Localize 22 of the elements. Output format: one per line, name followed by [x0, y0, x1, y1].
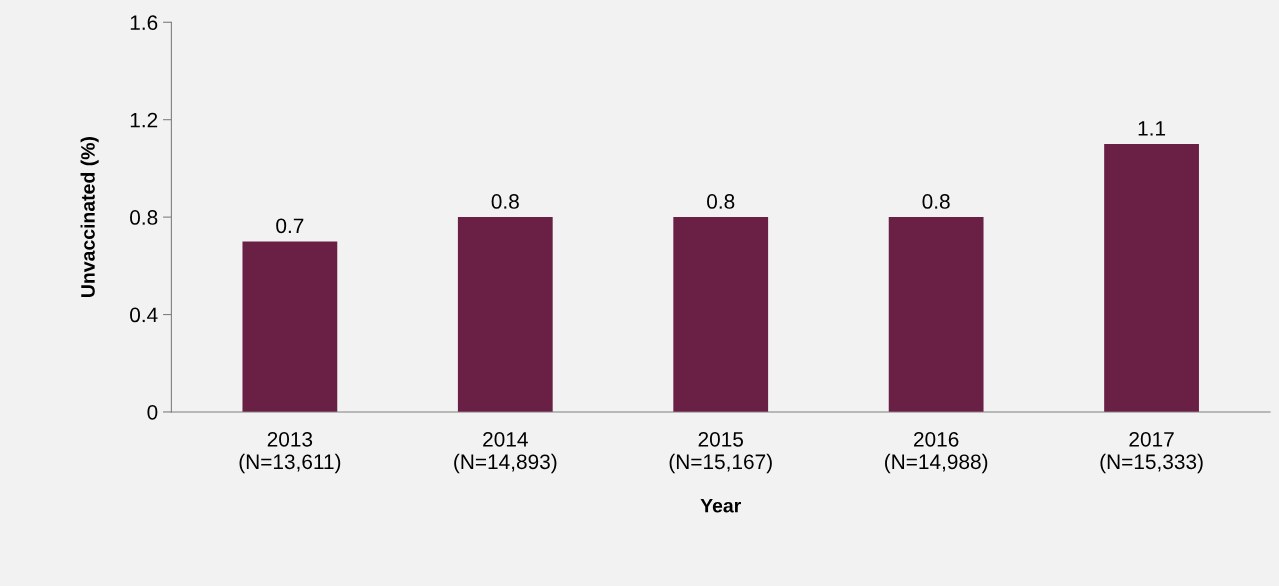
- x-axis-title: Year: [700, 498, 741, 513]
- x-tick-label: 2017 (N=15,333): [1100, 431, 1203, 474]
- x-tick-label: 2014 (N=14,893): [454, 431, 557, 474]
- x-tick-label: 2016 (N=14,988): [885, 431, 988, 474]
- y-axis-title: Unvaccinated (%): [80, 137, 99, 297]
- y-tick-label: 1.6: [130, 15, 158, 31]
- y-tick-label: 0.4: [130, 307, 158, 323]
- x-tick-label: 2013 (N=13,611): [239, 431, 341, 474]
- bar: [888, 217, 984, 412]
- y-tick-label: 0: [147, 404, 158, 420]
- data-label: 0.7: [276, 218, 304, 234]
- bar: [673, 217, 769, 412]
- data-label: 1.1: [1138, 121, 1166, 136]
- data-label: 0.8: [491, 194, 519, 209]
- y-tick-label: 1.2: [130, 112, 158, 128]
- data-label: 0.8: [707, 194, 735, 209]
- x-tick-label: 2015 (N=15,167): [669, 431, 772, 474]
- bar: [457, 217, 553, 412]
- bar: [1104, 144, 1199, 412]
- data-label: 0.8: [922, 194, 950, 209]
- bar: [242, 241, 338, 412]
- y-tick-label: 0.8: [130, 210, 158, 225]
